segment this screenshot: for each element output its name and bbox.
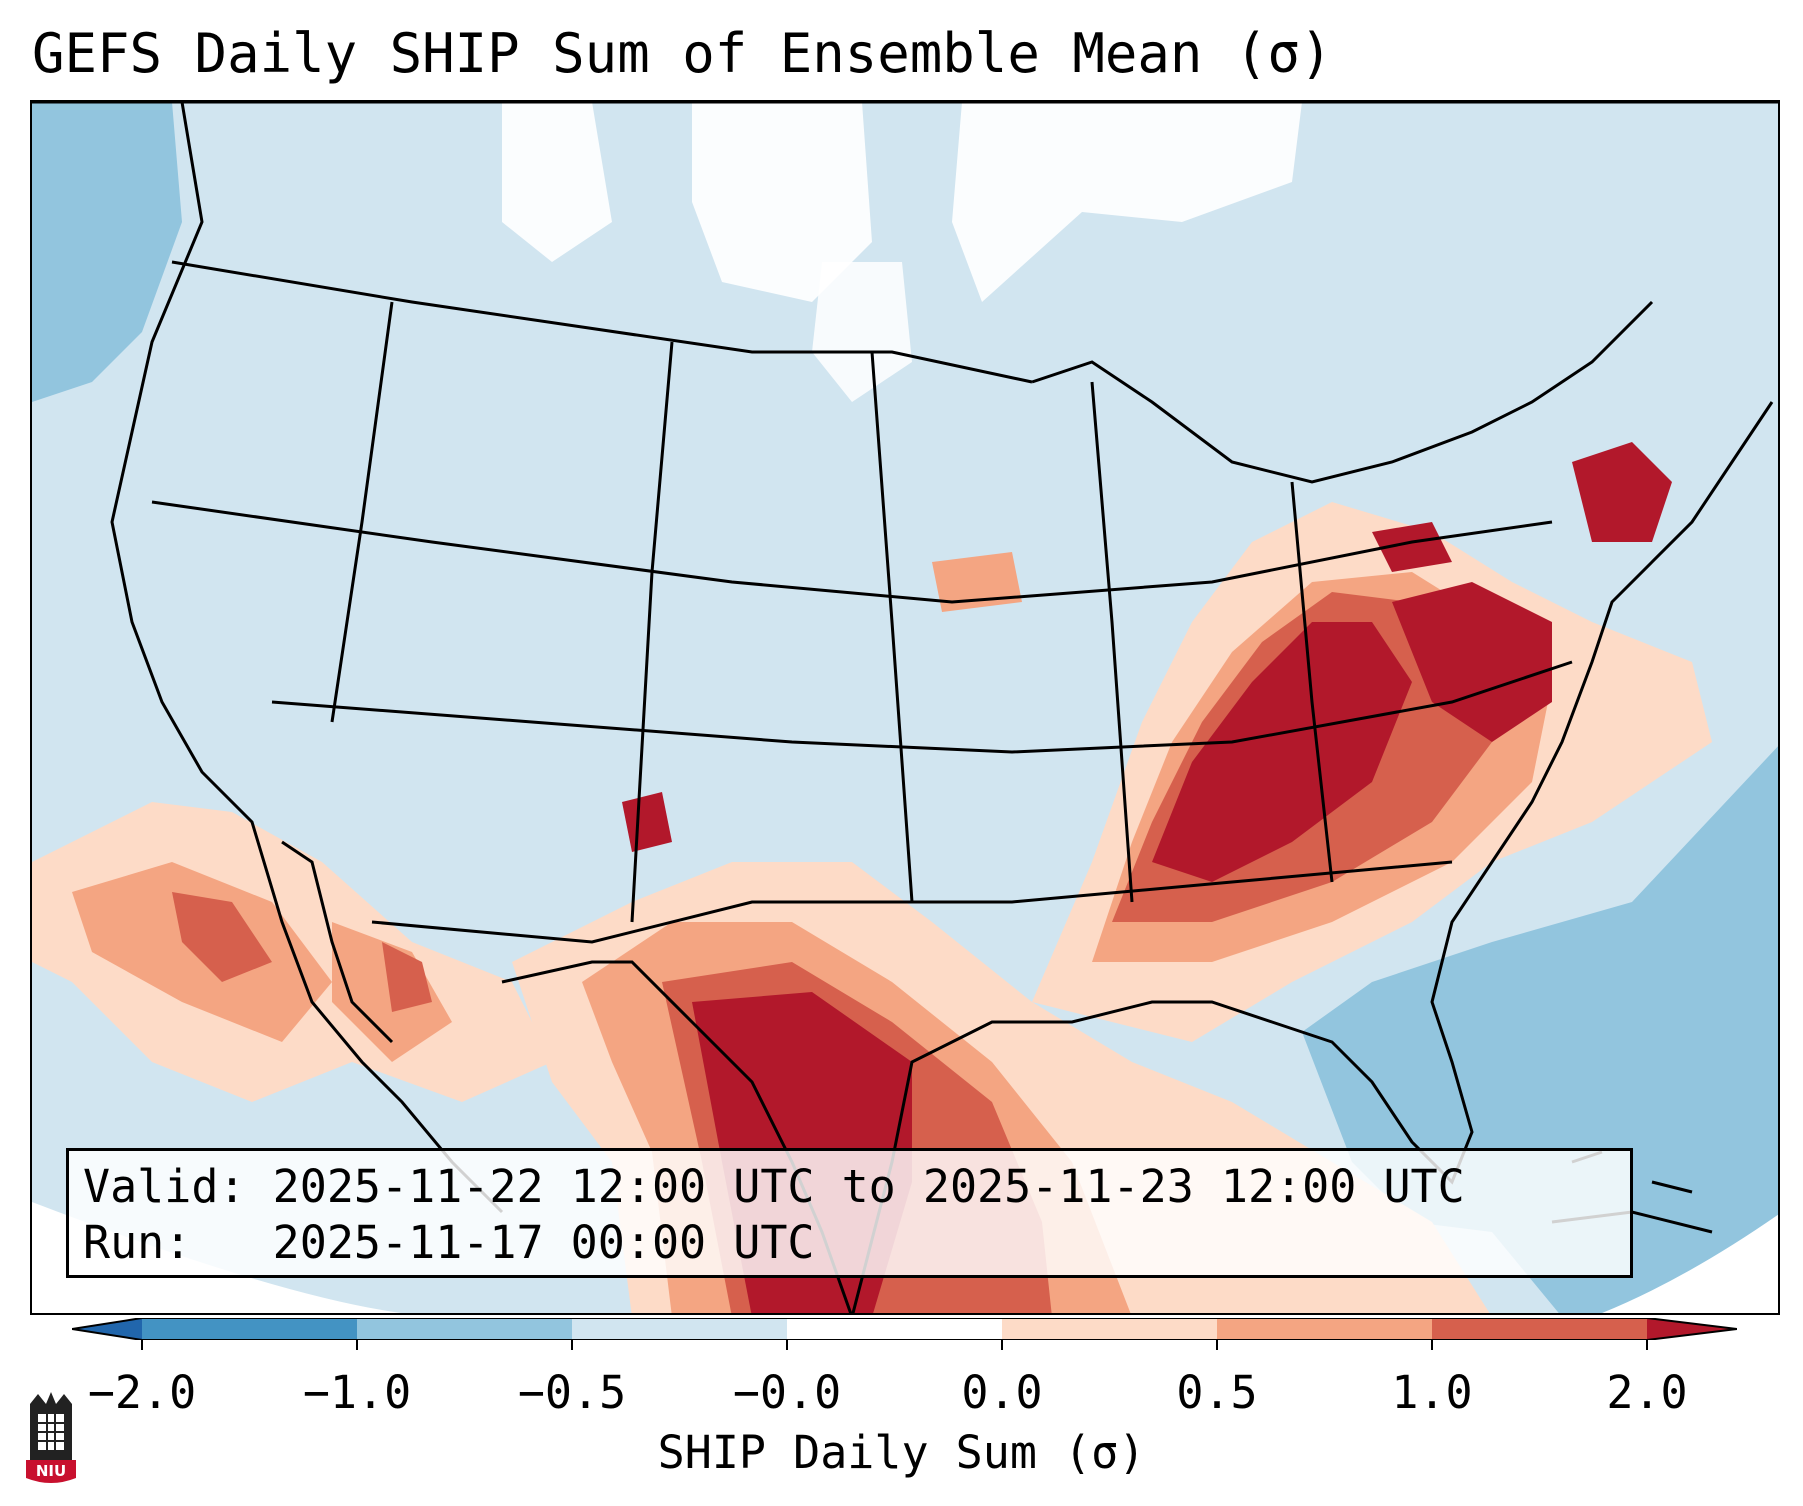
colorbar-max-arrow [1647,1318,1737,1340]
colorbar-label: SHIP Daily Sum (σ) [657,1426,1146,1479]
coastline-borders [32,102,1778,1313]
colorbar-segment-6 [1217,1318,1432,1340]
colorbar-segment-3 [572,1318,787,1340]
colorbar-segment-5 [1002,1318,1217,1340]
map-panel[interactable] [30,100,1780,1315]
info-box: Valid: 2025-11-22 12:00 UTC to 2025-11-2… [66,1148,1633,1278]
colorbar-segment-2 [357,1318,572,1340]
run-label: Run: [83,1216,192,1269]
map-title: GEFS Daily SHIP Sum of Ensemble Mean (σ) [32,22,1333,85]
ship-map [32,102,1778,1313]
great-lakes-border [1031,300,1654,484]
tick-label-8: 2.0 [1606,1366,1688,1419]
tick-label-7: 1.0 [1391,1366,1473,1419]
anomaly-mid-atlantic-peak [1392,582,1552,742]
gulf-and-atlantic-coast [851,401,1774,1313]
white-patch-montana [502,102,612,262]
valid-row: Valid: 2025-11-22 12:00 UTC to 2025-11-2… [83,1159,1616,1215]
tick-mark-5 [1001,1340,1003,1350]
west-coast [110,102,504,1214]
tick-mark-8 [1646,1340,1648,1350]
white-patch-canada [952,102,1302,302]
anomaly-ohio-valley-peak [1152,622,1412,882]
colorbar-segment-1 [142,1318,357,1340]
valid-label: Valid: [83,1160,246,1213]
logo-text: NIU [36,1462,66,1480]
projection-edge-right [1601,1214,1778,1313]
state-line-south [371,860,1453,944]
tick-mark-4 [786,1340,788,1350]
state-line-middle [271,660,1573,754]
tick-mark-6 [1216,1340,1218,1350]
tick-label-2: −1.0 [302,1366,412,1419]
tick-label-1: −2.0 [87,1366,197,1419]
colorbar-segment-7 [1432,1318,1647,1340]
run-value: 2025-11-17 00:00 UTC [272,1216,815,1269]
pacific-blue-region [32,102,182,402]
run-row: Run: 2025-11-17 00:00 UTC [83,1215,1616,1271]
niu-logo: NIU [26,1392,76,1483]
white-patch-dakota [692,102,872,302]
anomaly-new-england-peak [1572,442,1672,542]
projection-edge [32,1202,402,1313]
colorbar [72,1318,1737,1340]
tick-mark-2 [356,1340,358,1350]
baja-peninsula [281,840,394,1044]
us-canada-border [171,260,1033,384]
colorbar-min-arrow [72,1318,142,1340]
state-line-north [151,500,1553,604]
valid-value: 2025-11-22 12:00 UTC to 2025-11-23 12:00… [272,1160,1465,1213]
tick-label-4: −0.0 [732,1366,842,1419]
tick-label-3: −0.5 [517,1366,627,1419]
tick-mark-3 [571,1340,573,1350]
colorbar-segment-4 [787,1318,1002,1340]
tick-label-6: 0.5 [1176,1366,1258,1419]
tick-mark-7 [1431,1340,1433,1350]
tick-label-5: 0.0 [961,1366,1043,1419]
tick-mark-1 [141,1340,143,1350]
white-patch-midwest [812,262,912,402]
